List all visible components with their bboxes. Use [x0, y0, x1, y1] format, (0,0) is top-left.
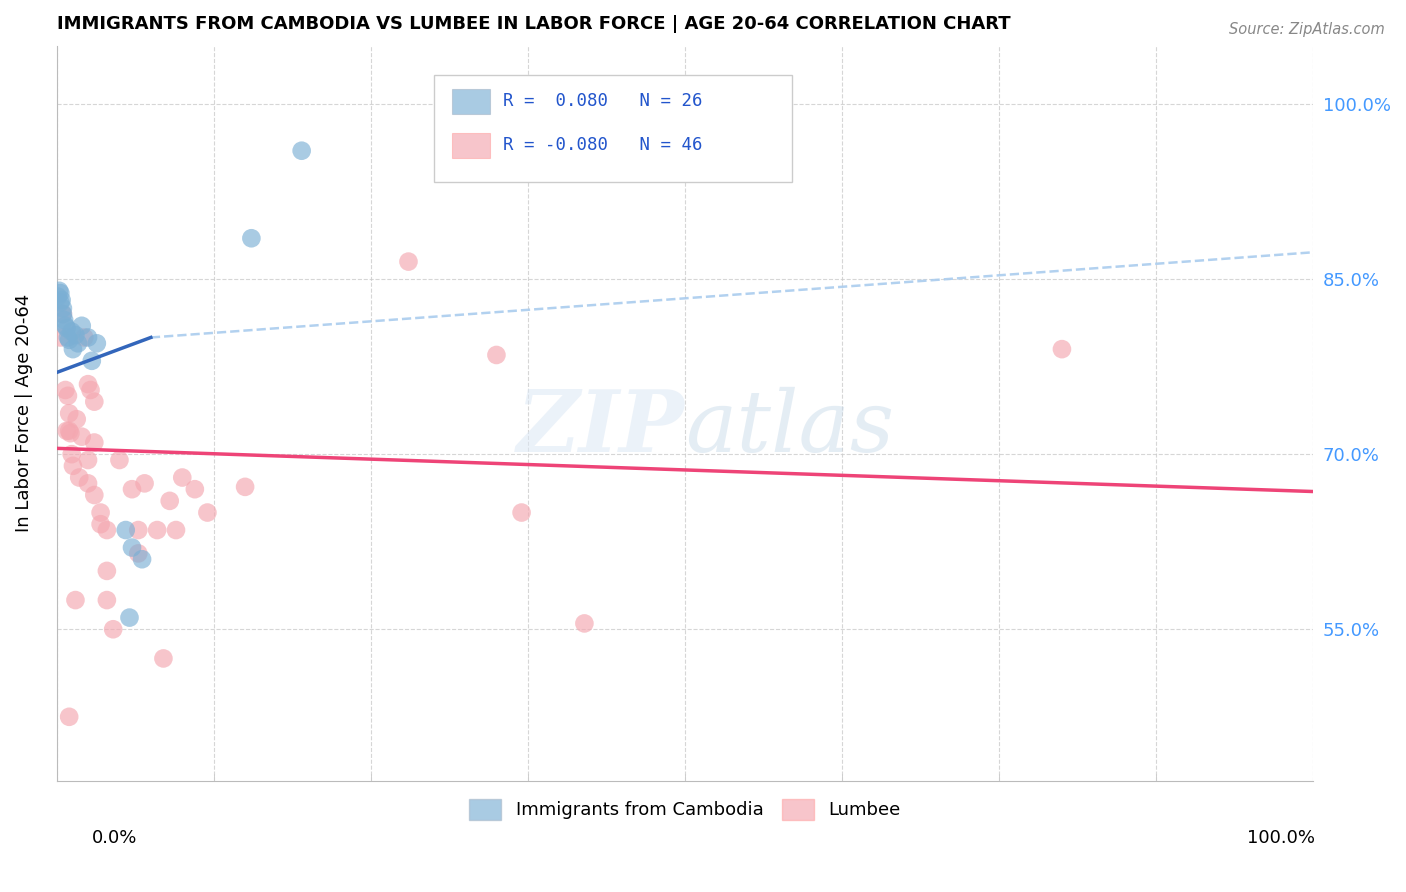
Point — [73, 330, 96, 344]
Point — [53, 313, 76, 327]
Point — [96, 523, 118, 537]
Point — [66, 412, 89, 426]
Point — [58, 333, 80, 347]
Point — [80, 353, 103, 368]
Point — [510, 506, 533, 520]
Point — [90, 506, 112, 520]
Point — [65, 593, 87, 607]
Point — [62, 342, 84, 356]
Point — [62, 458, 84, 473]
Point — [152, 651, 174, 665]
Point — [485, 348, 508, 362]
Point — [121, 482, 143, 496]
Point — [58, 710, 80, 724]
Bar — [453, 133, 491, 158]
Point — [70, 430, 93, 444]
Point — [83, 488, 105, 502]
Point — [55, 424, 77, 438]
Text: 100.0%: 100.0% — [1247, 829, 1315, 847]
Point — [66, 336, 89, 351]
Point — [58, 406, 80, 420]
Point — [108, 453, 131, 467]
Point — [70, 318, 93, 333]
Point — [55, 318, 77, 333]
Point — [67, 470, 90, 484]
Point — [96, 564, 118, 578]
Point — [60, 325, 83, 339]
Point — [165, 523, 187, 537]
Point — [46, 290, 69, 304]
Point — [58, 424, 80, 438]
Point — [291, 144, 314, 158]
Text: ZIP: ZIP — [517, 386, 685, 470]
Point — [146, 523, 169, 537]
Point — [114, 523, 136, 537]
Y-axis label: In Labor Force | Age 20-64: In Labor Force | Age 20-64 — [15, 294, 32, 533]
Point — [55, 383, 77, 397]
Point — [118, 610, 141, 624]
Point — [240, 231, 263, 245]
Point — [134, 476, 156, 491]
Point — [52, 301, 75, 316]
Point — [49, 295, 72, 310]
Point — [56, 330, 79, 344]
Point — [77, 453, 100, 467]
Point — [79, 383, 101, 397]
Text: 0.0%: 0.0% — [91, 829, 136, 847]
Point — [184, 482, 207, 496]
Point — [574, 616, 596, 631]
Point — [60, 447, 83, 461]
Text: R =  0.080   N = 26: R = 0.080 N = 26 — [503, 92, 702, 110]
Point — [159, 494, 181, 508]
Point — [398, 254, 420, 268]
Point — [1050, 342, 1073, 356]
Point — [131, 552, 153, 566]
Text: R = -0.080   N = 46: R = -0.080 N = 46 — [503, 136, 702, 154]
Point — [51, 293, 73, 307]
Legend: Immigrants from Cambodia, Lumbee: Immigrants from Cambodia, Lumbee — [461, 792, 908, 827]
Point — [83, 394, 105, 409]
FancyBboxPatch shape — [433, 75, 792, 182]
Point — [127, 546, 149, 560]
Point — [77, 330, 100, 344]
Point — [121, 541, 143, 555]
Point — [52, 307, 75, 321]
Point — [52, 307, 75, 321]
Point — [49, 330, 72, 344]
Point — [96, 593, 118, 607]
Point — [90, 517, 112, 532]
Point — [55, 321, 77, 335]
Point — [65, 328, 87, 343]
Point — [172, 470, 194, 484]
Point — [77, 476, 100, 491]
Point — [49, 286, 72, 301]
Point — [101, 622, 124, 636]
Point — [86, 336, 108, 351]
Point — [127, 523, 149, 537]
Point — [59, 426, 82, 441]
Point — [197, 506, 219, 520]
Text: IMMIGRANTS FROM CAMBODIA VS LUMBEE IN LABOR FORCE | AGE 20-64 CORRELATION CHART: IMMIGRANTS FROM CAMBODIA VS LUMBEE IN LA… — [56, 15, 1011, 33]
Bar — [453, 89, 491, 114]
Text: atlas: atlas — [685, 387, 894, 469]
Text: Source: ZipAtlas.com: Source: ZipAtlas.com — [1229, 22, 1385, 37]
Point — [83, 435, 105, 450]
Point — [77, 377, 100, 392]
Point — [233, 480, 256, 494]
Point — [56, 389, 79, 403]
Point — [48, 284, 70, 298]
